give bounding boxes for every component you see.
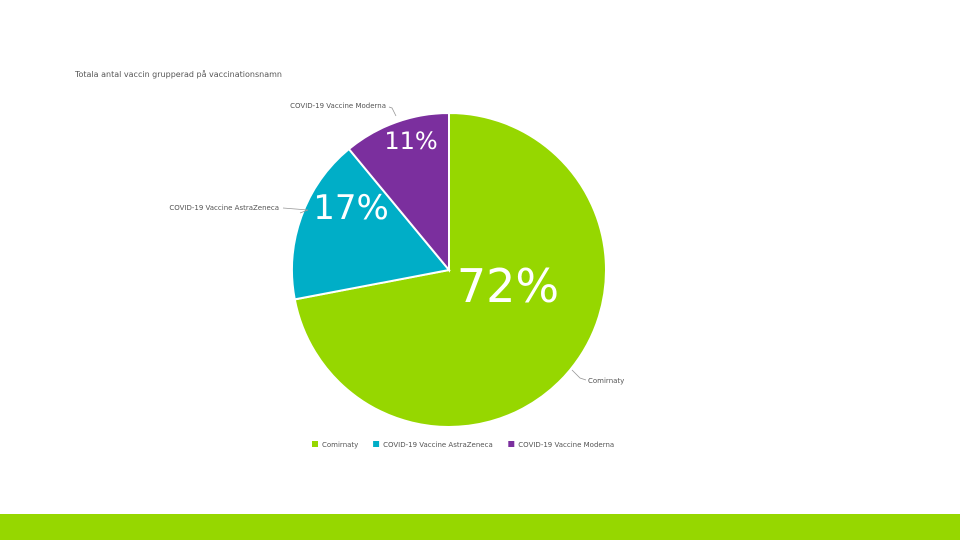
pie-slice-0: [293, 111, 607, 428]
legend-label-2: COVID-19 Vaccine Moderna: [518, 441, 614, 449]
legend-swatch-0: [312, 441, 318, 447]
callout-line-1: [282, 207, 309, 214]
callout-label-1: COVID-19 Vaccine AstraZeneca: [169, 204, 279, 212]
legend-label-0: Comirnaty: [322, 441, 358, 449]
callout-label-0: Comirnaty: [588, 377, 624, 385]
legend-label-1: COVID-19 Vaccine AstraZeneca: [383, 441, 493, 449]
legend-item-2: COVID-19 Vaccine Moderna: [508, 441, 614, 449]
pie-slice-2: [347, 111, 450, 273]
data-label-1: 17%: [313, 188, 389, 228]
pie-slice-1: [291, 147, 451, 301]
legend-item-0: Comirnaty: [312, 441, 358, 449]
chart-title: Totala antal vaccin grupperad på vaccina…: [75, 70, 282, 79]
data-label-2: 11%: [384, 127, 437, 155]
legend-item-1: COVID-19 Vaccine AstraZeneca: [373, 441, 493, 449]
legend-swatch-2: [508, 441, 515, 447]
callout-label-2: COVID-19 Vaccine Moderna: [290, 102, 386, 110]
accent-bar: [0, 514, 960, 540]
callout-line-2: [388, 106, 397, 117]
data-label-0: 72%: [457, 259, 559, 313]
legend-swatch-1: [373, 441, 380, 447]
callout-line-0: [571, 369, 587, 381]
